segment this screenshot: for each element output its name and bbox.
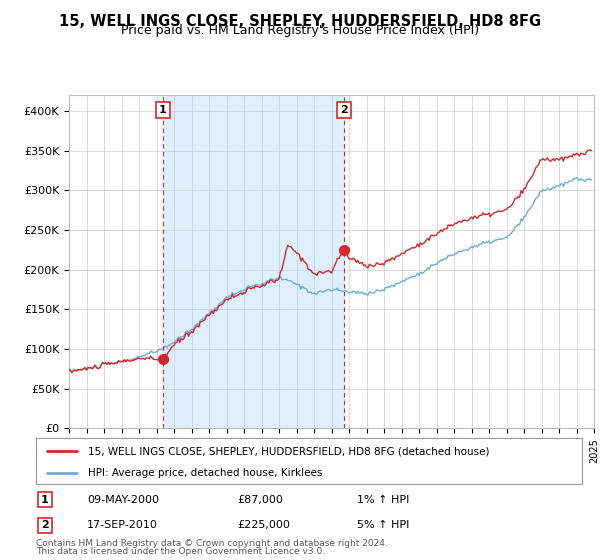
Text: Price paid vs. HM Land Registry's House Price Index (HPI): Price paid vs. HM Land Registry's House … <box>121 24 479 37</box>
Text: 09-MAY-2000: 09-MAY-2000 <box>87 494 159 505</box>
Text: This data is licensed under the Open Government Licence v3.0.: This data is licensed under the Open Gov… <box>36 547 325 556</box>
Text: 17-SEP-2010: 17-SEP-2010 <box>87 520 158 530</box>
Text: 2: 2 <box>340 105 348 115</box>
Text: 15, WELL INGS CLOSE, SHEPLEY, HUDDERSFIELD, HD8 8FG (detached house): 15, WELL INGS CLOSE, SHEPLEY, HUDDERSFIE… <box>88 446 490 456</box>
Text: 15, WELL INGS CLOSE, SHEPLEY, HUDDERSFIELD, HD8 8FG: 15, WELL INGS CLOSE, SHEPLEY, HUDDERSFIE… <box>59 14 541 29</box>
Text: HPI: Average price, detached house, Kirklees: HPI: Average price, detached house, Kirk… <box>88 468 322 478</box>
Text: £87,000: £87,000 <box>237 494 283 505</box>
Text: 2: 2 <box>41 520 49 530</box>
Text: 1: 1 <box>159 105 167 115</box>
Text: 5% ↑ HPI: 5% ↑ HPI <box>357 520 409 530</box>
Text: Contains HM Land Registry data © Crown copyright and database right 2024.: Contains HM Land Registry data © Crown c… <box>36 539 388 548</box>
Text: 1: 1 <box>41 494 49 505</box>
Text: 1% ↑ HPI: 1% ↑ HPI <box>357 494 409 505</box>
Text: £225,000: £225,000 <box>237 520 290 530</box>
Bar <box>163 95 344 428</box>
